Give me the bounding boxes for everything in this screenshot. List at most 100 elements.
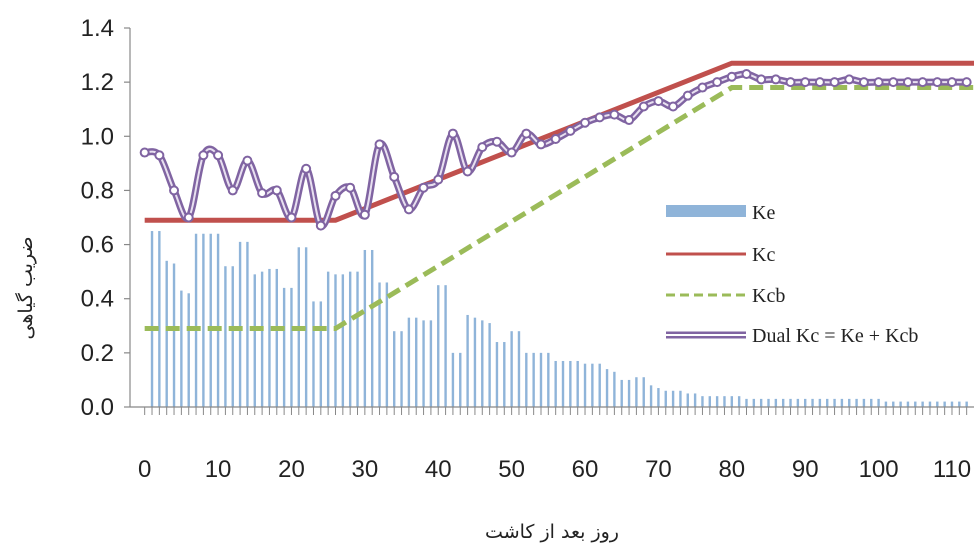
x-tick-label: 60	[572, 456, 599, 483]
ke-bar	[275, 268, 278, 407]
y-tick-label: 0.0	[81, 394, 114, 421]
ke-bar	[356, 271, 359, 407]
ke-bar	[503, 342, 506, 407]
dual-kc-point	[609, 109, 620, 120]
ke-bar	[194, 233, 198, 407]
ke-bar	[429, 320, 433, 407]
y-tick-label: 0.8	[81, 177, 114, 204]
dual-kc-point	[814, 77, 825, 88]
ke-bar	[180, 290, 183, 407]
ke-bar	[224, 266, 227, 407]
dual-kc-point	[389, 171, 400, 182]
dual-kc-line-core	[144, 72, 967, 227]
legend-label-ke: Ke	[752, 202, 775, 224]
ke-bar	[290, 287, 293, 407]
dual-kc-point	[653, 96, 664, 107]
dual-kc-point	[418, 182, 429, 193]
dual-kc-point	[154, 150, 165, 161]
ke-bar	[701, 396, 704, 407]
ke-bar	[921, 401, 924, 407]
legend-label-dual: Dual Kc = Ke + Kcb	[752, 325, 918, 347]
ke-bar	[598, 363, 601, 407]
ke-bar	[965, 401, 968, 407]
ke-bar	[525, 352, 528, 407]
ke-bar	[547, 352, 550, 407]
ke-bar	[202, 233, 205, 407]
ke-bar	[679, 390, 682, 407]
ke-bar	[444, 285, 447, 407]
ke-bar	[488, 323, 491, 407]
ke-bar	[936, 401, 939, 407]
dual-kc-point	[169, 185, 180, 196]
dual-kc-point	[756, 74, 767, 85]
dual-kc-point	[198, 150, 209, 161]
dual-kc-point	[271, 185, 282, 196]
x-tick-label: 40	[425, 456, 452, 483]
dual-kc-point	[433, 174, 444, 185]
legend-label-kc: Kc	[752, 244, 775, 266]
ke-bar	[737, 396, 741, 407]
ke-bar	[231, 266, 234, 407]
dual-kc-point	[447, 128, 458, 139]
dual-kc-point	[800, 77, 811, 88]
ke-bar	[693, 393, 697, 407]
ke-bar	[393, 331, 396, 407]
y-tick-label: 0.4	[81, 286, 114, 313]
ke-bar	[253, 274, 256, 407]
ke-bar	[811, 398, 814, 407]
ke-bar	[745, 398, 748, 407]
dual-kc-point	[902, 77, 913, 88]
ke-bar	[627, 379, 631, 407]
ke-bar	[569, 360, 572, 407]
ke-bar	[334, 274, 337, 407]
ke-bar	[407, 317, 411, 407]
dual-kc-point	[785, 77, 796, 88]
ke-bar	[415, 317, 418, 407]
dual-kc-point	[301, 163, 312, 174]
ke-bar	[804, 398, 807, 407]
x-tick-label: 80	[718, 456, 745, 483]
ke-bar	[950, 401, 954, 407]
ke-bar	[884, 401, 888, 407]
ke-bar	[730, 396, 734, 407]
y-axis-title: ضریب گیاهی	[14, 236, 37, 339]
dual-kc-point	[242, 155, 253, 166]
x-tick-label: 0	[138, 456, 151, 483]
ke-bar	[635, 377, 638, 407]
dual-kc-point	[873, 77, 884, 88]
ke-bar	[870, 398, 873, 407]
bars-layer	[150, 231, 968, 407]
x-tick-label: 30	[352, 456, 379, 483]
dual-kc-point	[961, 77, 972, 88]
ke-bar	[642, 377, 645, 407]
lines-layer	[139, 60, 974, 331]
dual-kc-point	[477, 142, 488, 153]
dual-kc-point	[359, 209, 370, 220]
dual-kc-point	[712, 77, 723, 88]
ke-bar	[620, 379, 623, 407]
ke-bar	[304, 247, 308, 407]
dual-kc-point	[888, 77, 899, 88]
ke-bar	[319, 301, 323, 407]
dual-kc-point	[770, 74, 781, 85]
x-tick-label: 10	[205, 456, 232, 483]
kcb-line	[144, 85, 974, 331]
ke-bar	[664, 390, 667, 407]
dual-kc-point	[565, 125, 576, 136]
ke-bar	[686, 393, 689, 407]
ke-bar	[605, 369, 609, 407]
ke-bar	[914, 401, 917, 407]
dual-kc-point	[345, 182, 356, 193]
ke-bar	[422, 320, 425, 407]
ke-bar	[481, 320, 484, 407]
ke-bar	[671, 390, 675, 407]
dual-kc-point	[403, 204, 414, 215]
ke-bar	[554, 360, 557, 407]
dual-kc-point	[858, 77, 869, 88]
x-tick-labels: 0 10 20 30 40 50 60 70 80 90 100 110	[138, 456, 971, 483]
axes-layer	[124, 27, 974, 415]
ke-bar	[363, 249, 367, 407]
dual-kc-point	[535, 139, 546, 150]
x-tick-label: 20	[278, 456, 305, 483]
